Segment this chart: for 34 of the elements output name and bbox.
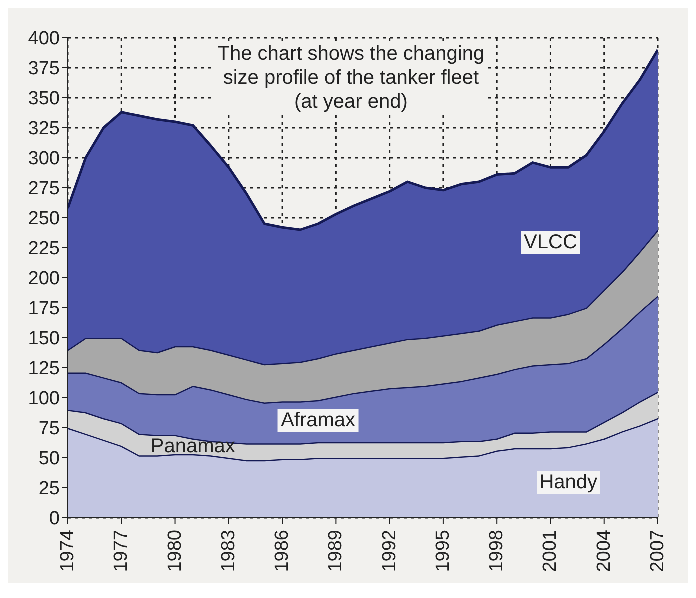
series-label: Panamax [150,435,236,458]
x-tick-label: 1983 [218,530,240,572]
y-tick-label: 175 [28,298,60,320]
x-tick-label: 1995 [432,530,454,572]
x-tick-label: 1986 [272,530,294,572]
x-tick-label: 1980 [164,530,186,572]
y-tick-label: 200 [28,268,60,290]
x-tick-label: 1974 [58,530,78,572]
y-tick-label: 325 [28,118,60,140]
series-label: Handy [536,471,600,494]
y-tick-label: 300 [28,148,60,170]
y-tick-label: 400 [28,28,60,50]
y-tick-label: 50 [38,448,60,470]
x-tick-label: 1998 [486,530,508,572]
x-tick-label: 2001 [540,530,562,572]
y-tick-label: 125 [28,358,60,380]
x-tick-label: 1992 [379,530,400,572]
series-label: Aframax [278,410,359,433]
x-tick-label: 1989 [326,530,347,572]
y-tick-label: 225 [28,238,60,260]
y-tick-label: 100 [28,388,60,410]
x-tick-label: 2004 [594,530,615,572]
y-tick-label: 0 [49,508,60,530]
y-tick-label: 75 [38,418,60,440]
y-tick-label: 25 [38,478,60,500]
y-tick-label: 275 [28,178,60,200]
series-label: VLCC [521,231,580,254]
y-tick-label: 150 [28,328,60,350]
x-tick-label: 2007 [648,530,668,572]
y-tick-label: 375 [28,58,60,80]
y-tick-label: 350 [28,88,60,110]
y-tick-label: 250 [28,208,60,230]
x-tick-label: 1977 [111,530,132,572]
annotation: The chart shows the changing size profile of the tanker fleet (at year end) [214,42,489,114]
